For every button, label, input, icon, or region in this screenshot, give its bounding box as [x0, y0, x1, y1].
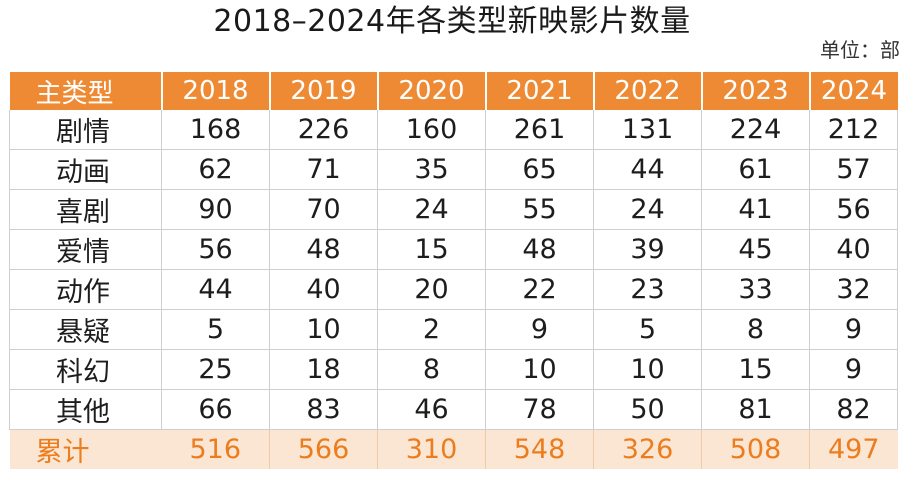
value-cell: 70 [269, 189, 378, 230]
value-cell: 90 [161, 189, 270, 230]
value-cell: 5 [161, 309, 270, 350]
value-cell: 5 [593, 309, 702, 350]
value-cell: 168 [161, 110, 270, 150]
header-row: 主类型 2018 2019 2020 2021 2022 2023 2024 [9, 72, 898, 110]
value-cell: 24 [377, 189, 486, 230]
value-cell: 15 [377, 229, 486, 270]
row-label: 悬疑 [9, 309, 162, 350]
value-cell: 131 [593, 110, 702, 150]
table-row: 悬疑 5 10 2 9 5 8 9 [9, 309, 898, 350]
value-cell: 160 [377, 110, 486, 150]
value-cell: 8 [377, 349, 486, 390]
value-cell: 35 [377, 149, 486, 190]
value-cell: 44 [593, 149, 702, 190]
value-cell: 48 [485, 229, 594, 270]
value-cell: 15 [701, 349, 810, 390]
row-label: 动作 [9, 269, 162, 310]
value-cell: 55 [485, 189, 594, 230]
header-year-cell: 2022 [593, 72, 703, 110]
total-label: 累计 [9, 429, 162, 469]
value-cell: 9 [809, 349, 898, 390]
value-cell: 20 [377, 269, 486, 310]
total-cell: 310 [377, 429, 486, 469]
table-row: 喜剧 90 70 24 55 24 41 56 [9, 189, 898, 230]
value-cell: 33 [701, 269, 810, 310]
total-cell: 516 [161, 429, 270, 469]
value-cell: 23 [593, 269, 702, 310]
table-header: 主类型 2018 2019 2020 2021 2022 2023 2024 [9, 72, 898, 110]
chart-title: 2018–2024年各类型新映影片数量 [213, 4, 691, 39]
value-cell: 62 [161, 149, 270, 190]
value-cell: 18 [269, 349, 378, 390]
row-label: 科幻 [9, 349, 162, 390]
row-label: 动画 [9, 149, 162, 190]
header-year-cell: 2021 [485, 72, 595, 110]
value-cell: 65 [485, 149, 594, 190]
value-cell: 48 [269, 229, 378, 270]
table-footer: 累计 516 566 310 548 326 508 497 [9, 429, 898, 469]
value-cell: 44 [161, 269, 270, 310]
header-year-cell: 2023 [701, 72, 811, 110]
total-row: 累计 516 566 310 548 326 508 497 [9, 429, 898, 469]
value-cell: 57 [809, 149, 898, 190]
data-table: 主类型 2018 2019 2020 2021 2022 2023 2024 剧情 168 226… [9, 72, 898, 469]
value-cell: 24 [593, 189, 702, 230]
total-cell: 566 [269, 429, 378, 469]
row-label: 其他 [9, 389, 162, 430]
value-cell: 212 [809, 110, 898, 150]
table-row: 其他 66 83 46 78 50 81 82 [9, 389, 898, 430]
value-cell: 66 [161, 389, 270, 430]
value-cell: 56 [161, 229, 270, 270]
value-cell: 50 [593, 389, 702, 430]
value-cell: 78 [485, 389, 594, 430]
table-row: 动作 44 40 20 22 23 33 32 [9, 269, 898, 310]
unit-label: 单位：部 [820, 38, 900, 62]
value-cell: 39 [593, 229, 702, 270]
value-cell: 10 [593, 349, 702, 390]
total-cell: 497 [809, 429, 898, 469]
header-year-cell: 2019 [269, 72, 379, 110]
table-row: 剧情 168 226 160 261 131 224 212 [9, 110, 898, 150]
total-cell: 508 [701, 429, 810, 469]
value-cell: 10 [269, 309, 378, 350]
value-cell: 83 [269, 389, 378, 430]
value-cell: 22 [485, 269, 594, 310]
table-row: 科幻 25 18 8 10 10 15 9 [9, 349, 898, 390]
value-cell: 82 [809, 389, 898, 430]
row-label: 爱情 [9, 229, 162, 270]
row-label: 剧情 [9, 110, 162, 150]
value-cell: 46 [377, 389, 486, 430]
value-cell: 8 [701, 309, 810, 350]
value-cell: 9 [809, 309, 898, 350]
total-cell: 326 [593, 429, 702, 469]
header-year-cell: 2018 [161, 72, 271, 110]
value-cell: 226 [269, 110, 378, 150]
value-cell: 45 [701, 229, 810, 270]
value-cell: 41 [701, 189, 810, 230]
table-row: 动画 62 71 35 65 44 61 57 [9, 149, 898, 190]
value-cell: 224 [701, 110, 810, 150]
value-cell: 261 [485, 110, 594, 150]
value-cell: 25 [161, 349, 270, 390]
value-cell: 9 [485, 309, 594, 350]
value-cell: 2 [377, 309, 486, 350]
row-label: 喜剧 [9, 189, 162, 230]
table-row: 爱情 56 48 15 48 39 45 40 [9, 229, 898, 270]
table-body: 剧情 168 226 160 261 131 224 212 动画 62 71 35 65 44 61 57 喜… [9, 110, 898, 430]
value-cell: 81 [701, 389, 810, 430]
value-cell: 71 [269, 149, 378, 190]
value-cell: 40 [269, 269, 378, 310]
header-year-cell: 2024 [809, 72, 898, 110]
total-cell: 548 [485, 429, 594, 469]
value-cell: 32 [809, 269, 898, 310]
header-type-cell: 主类型 [9, 72, 163, 110]
value-cell: 40 [809, 229, 898, 270]
value-cell: 61 [701, 149, 810, 190]
value-cell: 10 [485, 349, 594, 390]
value-cell: 56 [809, 189, 898, 230]
header-year-cell: 2020 [377, 72, 487, 110]
